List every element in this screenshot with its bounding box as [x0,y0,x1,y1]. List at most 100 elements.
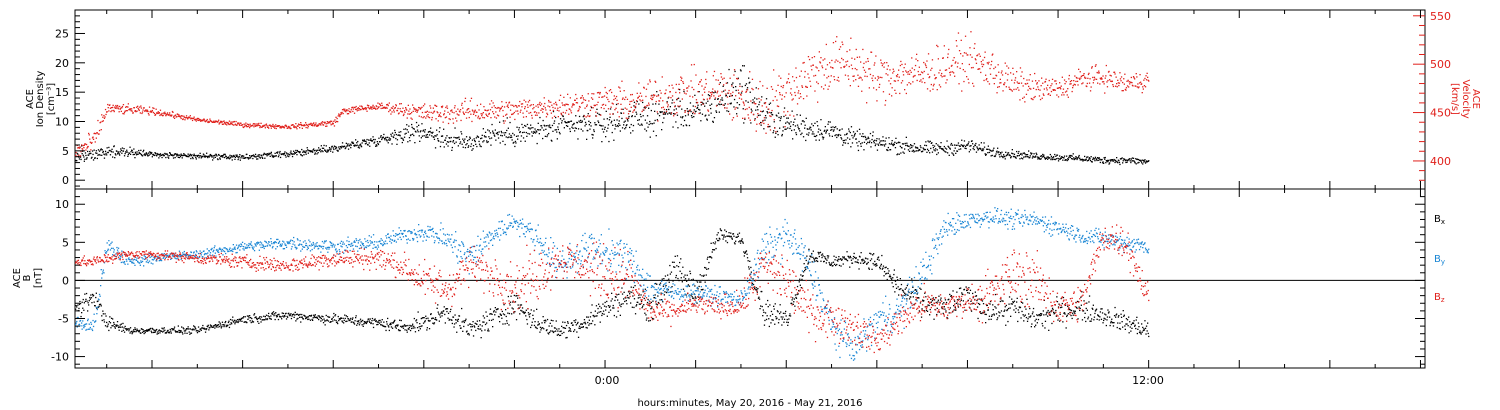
velocity-point [157,112,159,114]
density-point [635,111,637,113]
density-point [997,147,999,149]
velocity-point [777,84,779,86]
density-point [1004,158,1006,160]
velocity-point [737,78,739,80]
velocity-point [713,70,716,73]
velocity-point [1143,85,1146,87]
velocity-point [1004,82,1006,84]
velocity-point [345,111,347,113]
velocity-point [356,110,358,112]
density-point [977,149,979,151]
density-point [224,156,226,159]
bx-point [203,327,205,329]
velocity-point [254,124,256,127]
velocity-point [1135,73,1137,75]
bx-point [298,314,300,316]
bx-point [194,326,196,328]
bx-point [393,320,395,322]
density-point [200,155,202,157]
bx-point [461,307,463,310]
velocity-point [519,111,521,113]
velocity-point [676,112,678,114]
velocity-point [1128,81,1130,83]
density-point [91,156,93,158]
velocity-point [343,110,345,112]
velocity-point [313,122,315,124]
velocity-point [334,121,337,123]
velocity-point [694,105,696,108]
velocity-point [1067,96,1069,98]
density-point [624,128,626,130]
density-point [789,125,792,127]
density-point [470,145,472,148]
bx-point [571,322,573,324]
velocity-point [798,97,800,99]
density-point [413,134,415,137]
velocity-point [334,119,336,121]
bx-point [515,295,517,297]
bx-point [148,329,150,332]
velocity-point [615,95,618,98]
velocity-point [1081,83,1083,85]
density-point [1029,155,1031,157]
velocity-point [968,63,970,66]
velocity-point [836,79,838,81]
density-point [948,154,950,156]
bx-point [463,321,465,324]
bx-point [288,312,290,314]
velocity-point [905,92,907,95]
velocity-point [394,107,396,109]
density-point [525,125,527,127]
velocity-point [1062,92,1064,94]
bx-point [564,321,566,324]
density-point [319,149,321,152]
density-tick-label: 10 [55,116,69,129]
velocity-point [975,59,977,61]
velocity-point [747,114,749,116]
velocity-point [967,78,969,80]
density-point [860,143,862,145]
velocity-point [140,107,143,109]
velocity-point [670,97,672,99]
velocity-point [875,55,877,57]
density-point [426,133,428,136]
velocity-point [609,89,612,91]
velocity-point [968,82,970,84]
velocity-point [414,110,417,112]
bx-point [443,306,445,308]
velocity-point [129,108,132,110]
velocity-point [1063,79,1066,81]
density-point [450,136,452,139]
density-point [726,82,729,84]
density-point [883,145,886,147]
bx-point [413,325,415,327]
velocity-point [1057,87,1059,89]
velocity-point [292,124,294,126]
velocity-point [368,105,370,107]
velocity-point [102,116,104,118]
density-point [1026,156,1028,158]
velocity-point [732,91,734,93]
bx-point [110,317,113,319]
velocity-point [333,120,335,122]
bx-point [426,327,428,329]
density-point [1018,150,1020,153]
velocity-point [434,105,437,107]
density-point [355,139,357,141]
density-point [416,126,418,128]
density-point [666,101,668,103]
velocity-point [221,123,224,125]
bx-point [148,328,151,331]
density-point [104,154,106,156]
velocity-point [1142,88,1144,90]
velocity-point [667,106,669,108]
velocity-point [184,119,186,121]
bx-point [372,326,375,329]
velocity-point [1053,89,1055,91]
velocity-point [481,115,483,117]
velocity-point [933,74,936,76]
density-point [235,154,237,156]
density-point [484,131,487,133]
density-point [170,154,172,156]
velocity-point [740,94,742,96]
